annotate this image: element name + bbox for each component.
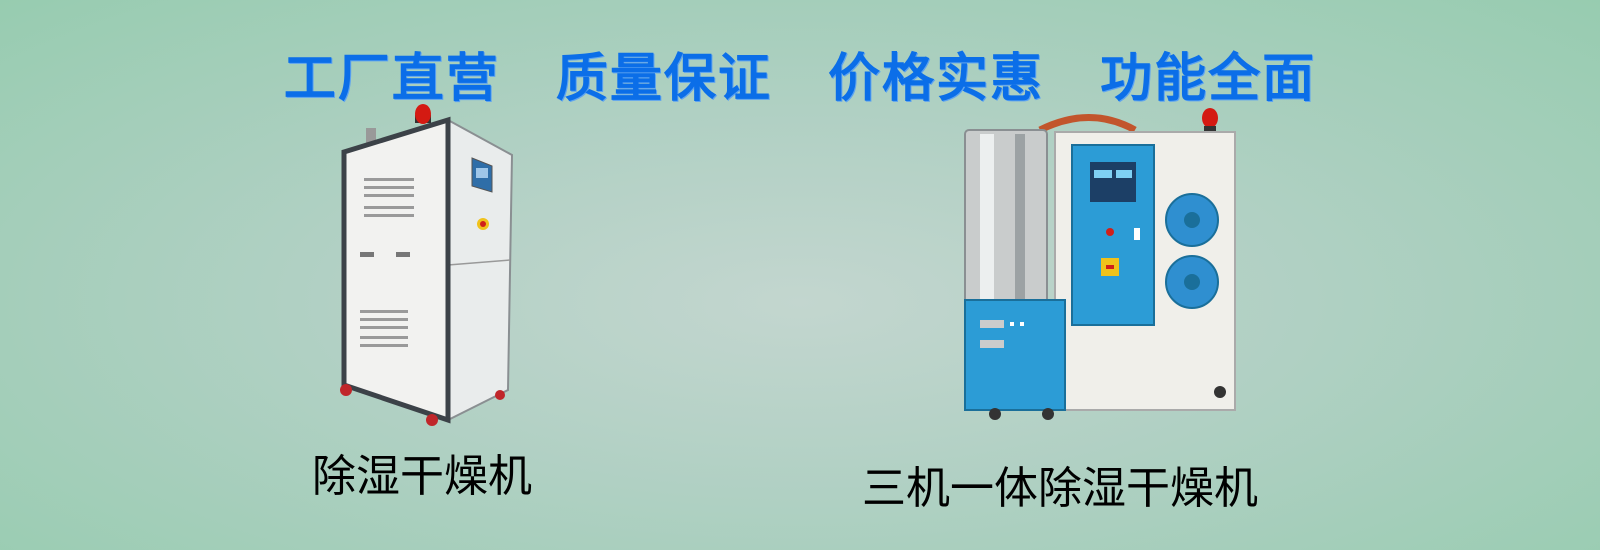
product-caption-dehumidifier-dryer[interactable]: 除湿干燥机 <box>312 451 532 502</box>
three-in-one-dryer-image[interactable] <box>960 100 1250 435</box>
product-caption-three-in-one-dryer[interactable]: 三机一体除湿干燥机 <box>862 463 1258 514</box>
dehumidifier-dryer-image[interactable] <box>330 100 530 435</box>
slogan-price: 价格实惠 <box>828 49 1045 109</box>
slogan-factory-direct: 工厂直营 <box>283 49 500 109</box>
slogan-features: 功能全面 <box>1100 49 1317 109</box>
slogan-row: 工厂直营 质量保证 价格实惠 功能全面 <box>0 36 1600 111</box>
slogan-quality: 质量保证 <box>555 49 772 109</box>
